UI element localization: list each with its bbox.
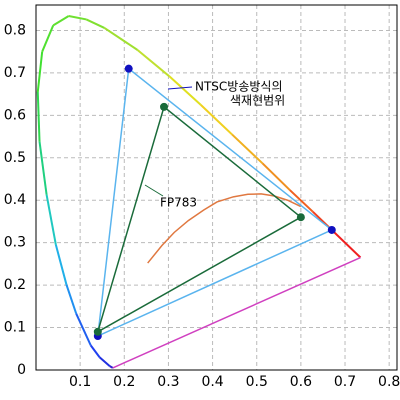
locus-segment bbox=[85, 18, 105, 29]
x-tick-label: 0.2 bbox=[113, 374, 135, 390]
locus-segment bbox=[289, 189, 314, 213]
x-tick-label: 0.7 bbox=[334, 374, 356, 390]
y-tick-label: 0.8 bbox=[4, 22, 26, 38]
x-tick-label: 0.3 bbox=[157, 374, 179, 390]
leader-line bbox=[167, 86, 193, 90]
series-line bbox=[96, 67, 333, 338]
series-line bbox=[112, 256, 361, 369]
locus-segment bbox=[136, 49, 170, 78]
x-tick-label: 0.4 bbox=[201, 374, 223, 390]
y-tick-label: 0.1 bbox=[4, 320, 26, 336]
vertex-marker bbox=[327, 225, 336, 234]
annotation: FP783 bbox=[160, 196, 197, 210]
locus-segment bbox=[36, 91, 41, 142]
y-tick-label: 0.6 bbox=[4, 107, 26, 123]
y-tick-label: 0.4 bbox=[4, 192, 26, 208]
plot-frame bbox=[35, 4, 398, 371]
annotation: 색재현범위 bbox=[230, 94, 285, 108]
locus-segment bbox=[261, 162, 291, 191]
vertex-marker bbox=[296, 213, 305, 222]
y-tick-label: 0.7 bbox=[4, 65, 26, 81]
locus-segment bbox=[103, 27, 139, 51]
y-tick-label: 0.2 bbox=[4, 277, 26, 293]
locus-segment bbox=[98, 356, 111, 367]
locus-segment bbox=[45, 194, 57, 245]
y-tick-label: 0.5 bbox=[4, 150, 26, 166]
x-tick-label: 0.6 bbox=[290, 374, 312, 390]
vertex-marker bbox=[93, 327, 102, 336]
locus-segment bbox=[75, 313, 92, 346]
locus-segment bbox=[89, 344, 101, 358]
locus-segment bbox=[329, 227, 362, 259]
locus-segment bbox=[68, 15, 87, 21]
locus-segment bbox=[109, 365, 114, 369]
x-tick-label: 0.8 bbox=[378, 374, 400, 390]
vertex-marker bbox=[160, 102, 169, 111]
y-tick-label: 0.3 bbox=[4, 235, 26, 251]
vertex-marker bbox=[124, 64, 133, 73]
series-line bbox=[96, 105, 302, 334]
locus-segment bbox=[41, 24, 55, 53]
locus-segment bbox=[231, 133, 264, 165]
locus-segment bbox=[54, 244, 68, 285]
annotation: NTSC방송방식의 bbox=[195, 80, 283, 94]
locus-segment bbox=[38, 141, 48, 195]
locus-segment bbox=[36, 51, 44, 93]
locus-segment bbox=[52, 15, 70, 27]
locus-segment bbox=[199, 104, 233, 136]
leader-line bbox=[144, 184, 164, 197]
x-tick-label: 0.1 bbox=[69, 374, 91, 390]
locus-segment bbox=[168, 75, 202, 106]
y-tick-label: 0 bbox=[17, 362, 26, 378]
x-tick-label: 0.5 bbox=[246, 374, 268, 390]
locus-segment bbox=[65, 284, 78, 314]
